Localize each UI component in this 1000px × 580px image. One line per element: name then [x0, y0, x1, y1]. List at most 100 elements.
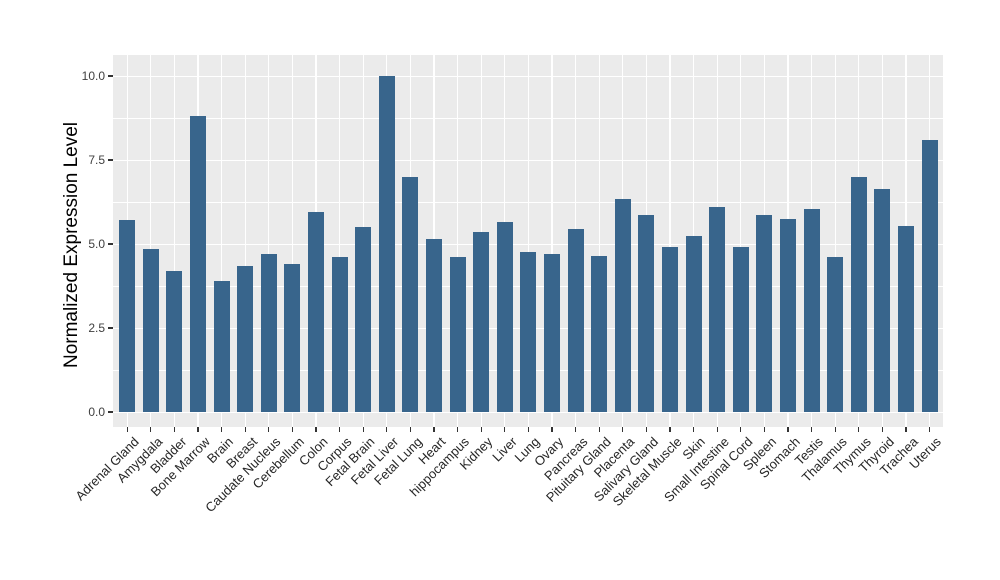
x-tick-mark: [480, 427, 482, 432]
bar-pituitary-gland: [591, 255, 608, 412]
bar-placenta: [614, 198, 631, 412]
bar-uterus: [921, 139, 938, 412]
x-tick-mark: [433, 427, 435, 432]
x-tick-mark: [858, 427, 860, 432]
vertical-gridline: [150, 55, 152, 427]
bar-stomach: [779, 218, 797, 412]
bar-bone-marrow: [189, 116, 207, 412]
x-tick-mark: [386, 427, 388, 432]
x-tick-mark: [598, 427, 600, 432]
major-gridline: [113, 160, 943, 162]
y-tick-mark: [108, 75, 113, 77]
bar-brain: [213, 280, 230, 412]
x-tick-mark: [504, 427, 506, 432]
vertical-gridline: [291, 55, 293, 427]
bar-thalamus: [827, 257, 844, 412]
x-tick-mark: [716, 427, 718, 432]
bar-thymus: [850, 176, 867, 412]
x-tick-mark: [268, 427, 270, 432]
x-tick-mark: [339, 427, 341, 432]
vertical-gridline: [740, 55, 742, 427]
x-tick-mark: [126, 427, 128, 432]
bar-heart: [425, 238, 443, 412]
minor-gridline: [113, 202, 943, 203]
x-tick-mark: [315, 427, 317, 432]
x-tick-mark: [834, 427, 836, 432]
bar-pancreas: [567, 228, 584, 412]
bar-corpus: [331, 257, 348, 412]
vertical-gridline: [244, 55, 246, 427]
x-tick-mark: [173, 427, 175, 432]
x-tick-mark: [881, 427, 883, 432]
x-tick-mark: [150, 427, 152, 432]
y-tick-mark: [108, 411, 113, 413]
vertical-gridline: [669, 55, 671, 427]
y-tick-mark: [108, 243, 113, 245]
minor-gridline: [113, 118, 943, 119]
bar-kidney: [473, 232, 490, 412]
bar-amygdala: [142, 249, 159, 412]
bar-spinal-cord: [732, 247, 749, 412]
y-tick-label: 5.0: [88, 237, 105, 251]
bar-skin: [685, 235, 702, 412]
x-tick-mark: [575, 427, 577, 432]
x-tick-mark: [551, 427, 553, 432]
x-tick-mark: [669, 427, 671, 432]
x-tick-mark: [197, 427, 199, 432]
x-tick-mark: [645, 427, 647, 432]
y-tick-label: 7.5: [88, 153, 105, 167]
plot-panel: [113, 55, 943, 427]
vertical-gridline: [834, 55, 836, 427]
x-tick-mark: [244, 427, 246, 432]
x-tick-mark: [693, 427, 695, 432]
bar-trachea: [897, 225, 915, 412]
bar-hippocampus: [449, 257, 466, 412]
vertical-gridline: [173, 55, 175, 427]
vertical-gridline: [268, 55, 270, 427]
y-tick-label: 0.0: [88, 405, 105, 419]
vertical-gridline: [527, 55, 529, 427]
y-tick-mark: [108, 327, 113, 329]
x-tick-mark: [905, 427, 907, 432]
vertical-gridline: [457, 55, 459, 427]
bar-cerebellum: [284, 264, 301, 412]
major-gridline: [113, 76, 943, 78]
x-tick-mark: [362, 427, 364, 432]
bar-ovary: [543, 254, 561, 412]
x-tick-mark: [740, 427, 742, 432]
y-tick-label: 10.0: [81, 69, 105, 83]
bar-lung: [520, 252, 537, 412]
bar-fetal-lung: [402, 176, 419, 412]
vertical-gridline: [598, 55, 600, 427]
bar-caudate-nucleus: [260, 254, 277, 412]
bar-skeletal-muscle: [661, 247, 679, 412]
bar-fetal-brain: [355, 227, 372, 412]
x-tick-mark: [409, 427, 411, 432]
bar-colon: [307, 212, 325, 412]
bar-breast: [237, 265, 254, 412]
bar-testis: [803, 208, 820, 412]
bar-thyroid: [874, 188, 891, 412]
vertical-gridline: [221, 55, 223, 427]
bar-small-intestine: [709, 207, 726, 412]
x-tick-mark: [811, 427, 813, 432]
y-tick-label: 2.5: [88, 321, 105, 335]
bar-spleen: [756, 215, 773, 412]
major-gridline: [113, 412, 943, 414]
x-tick-mark: [763, 427, 765, 432]
x-tick-mark: [622, 427, 624, 432]
vertical-gridline: [551, 55, 553, 427]
bar-salivary-gland: [638, 215, 655, 412]
bar-liver: [496, 222, 513, 412]
major-gridline: [113, 244, 943, 246]
bar-fetal-liver: [378, 76, 395, 412]
x-tick-mark: [787, 427, 789, 432]
x-tick-mark: [457, 427, 459, 432]
bar-bladder: [166, 270, 183, 412]
x-tick-mark: [527, 427, 529, 432]
y-tick-mark: [108, 159, 113, 161]
x-tick-mark: [221, 427, 223, 432]
x-tick-mark: [929, 427, 931, 432]
vertical-gridline: [339, 55, 341, 427]
